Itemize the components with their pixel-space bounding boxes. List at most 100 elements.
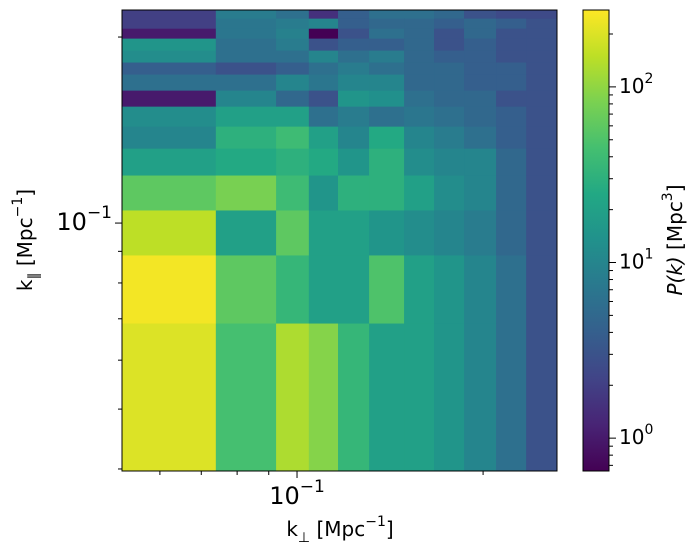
heatmap-cell (464, 90, 497, 107)
heatmap-cell (496, 175, 527, 211)
heatmap-cell (369, 209, 405, 256)
heatmap-cell (308, 126, 339, 149)
heatmap-cell (308, 28, 339, 39)
heatmap-cell (338, 10, 370, 19)
heatmap-cell (404, 126, 435, 149)
heatmap-cell (308, 175, 339, 211)
heatmap-cell (464, 38, 497, 51)
heatmap-cell (338, 323, 370, 472)
heatmap-cell (122, 18, 217, 29)
heatmap-cell (276, 74, 310, 91)
heatmap-cell (496, 209, 527, 256)
y-axis-label: k∥ [Mpc−1] (10, 189, 42, 291)
tick-label: 10−1 (56, 203, 112, 236)
heatmap-cell (122, 90, 217, 107)
colorbar-label-part: 3 (660, 192, 676, 201)
heatmap-cell (434, 126, 465, 149)
heatmap-cell (404, 28, 435, 39)
heatmap-cell (496, 148, 527, 176)
heatmap-cell (526, 10, 558, 19)
heatmap-cell (464, 126, 497, 149)
heatmap-cell (526, 175, 558, 211)
heatmap-cell (338, 38, 370, 51)
heatmap-cell (526, 18, 558, 29)
heatmap-cell (369, 10, 405, 19)
heatmap-cell (464, 148, 497, 176)
heatmap-cell (434, 28, 465, 39)
tick-label-base: 10 (619, 73, 644, 97)
heatmap-cell (496, 18, 527, 29)
heatmap-cell (496, 254, 527, 324)
heatmap-cell (404, 74, 435, 91)
heatmap-cell (464, 106, 497, 127)
y-label-part: k (13, 279, 37, 291)
heatmap-cell (122, 74, 217, 91)
heatmap-cell (434, 254, 465, 324)
heatmap-cell (122, 50, 217, 63)
heatmap-cell (215, 10, 277, 19)
heatmap-cell (526, 106, 558, 127)
heatmap-cell (404, 254, 435, 324)
heatmap-cell (308, 50, 339, 63)
heatmap-cell (526, 50, 558, 63)
tick-label: 10−1 (269, 477, 325, 510)
heatmap-cell (526, 254, 558, 324)
heatmap-cell (404, 323, 435, 472)
heatmap-cell (338, 126, 370, 149)
heatmap-cell (215, 254, 277, 324)
heatmap-cell (526, 62, 558, 75)
heatmap-cell (338, 90, 370, 107)
heatmap-cell (496, 28, 527, 39)
heatmap-cell (215, 175, 277, 211)
heatmap-cell (496, 74, 527, 91)
heatmap-cell (338, 175, 370, 211)
heatmap-cell (215, 28, 277, 39)
heatmap-cell (276, 254, 310, 324)
heatmap-cell (369, 175, 405, 211)
heatmap-cell (338, 148, 370, 176)
colorbar-label-part: ] (663, 184, 687, 192)
heatmap-cell (276, 50, 310, 63)
heatmap-cell (276, 18, 310, 29)
heatmap-cell (464, 28, 497, 39)
colorbar-label: P(k) [Mpc3] (660, 184, 687, 295)
heatmap-cell (122, 62, 217, 75)
heatmap-cell (276, 38, 310, 51)
y-label-part: ∥ (26, 272, 42, 279)
heatmap-cell (215, 90, 277, 107)
heatmap-cell (434, 74, 465, 91)
heatmap-cell (496, 50, 527, 63)
heatmap-cell (464, 209, 497, 256)
heatmap-cell (276, 148, 310, 176)
heatmap-cell (496, 106, 527, 127)
heatmap-cell (276, 323, 310, 472)
heatmap-cell (404, 175, 435, 211)
heatmap-cell (369, 38, 405, 51)
heatmap-cell (369, 90, 405, 107)
heatmap-cell (434, 18, 465, 29)
colorbar-label-part: P(k) (663, 256, 687, 295)
heatmap-cell (369, 106, 405, 127)
heatmap-cell (434, 106, 465, 127)
heatmap-cell (215, 50, 277, 63)
y-label-part: ] (13, 189, 37, 197)
heatmap-cell (464, 323, 497, 472)
tick-label-base: 10 (269, 482, 300, 510)
tick-label-exponent: 2 (644, 71, 653, 87)
heatmap-cell (496, 90, 527, 107)
heatmap-cell (215, 209, 277, 256)
heatmap-cell (369, 148, 405, 176)
heatmap-cell (526, 28, 558, 39)
plot-frame (121, 9, 558, 472)
heatmap-cell (526, 209, 558, 256)
heatmap-cell (122, 106, 217, 127)
heatmap-cell (464, 18, 497, 29)
heatmap-cell (276, 90, 310, 107)
heatmap-cell (308, 74, 339, 91)
heatmap-cell (338, 28, 370, 39)
x-label-part: ⊥ (298, 530, 310, 546)
heatmap-cell (338, 106, 370, 127)
heatmap-cell (369, 126, 405, 149)
heatmap-cell (122, 209, 217, 256)
